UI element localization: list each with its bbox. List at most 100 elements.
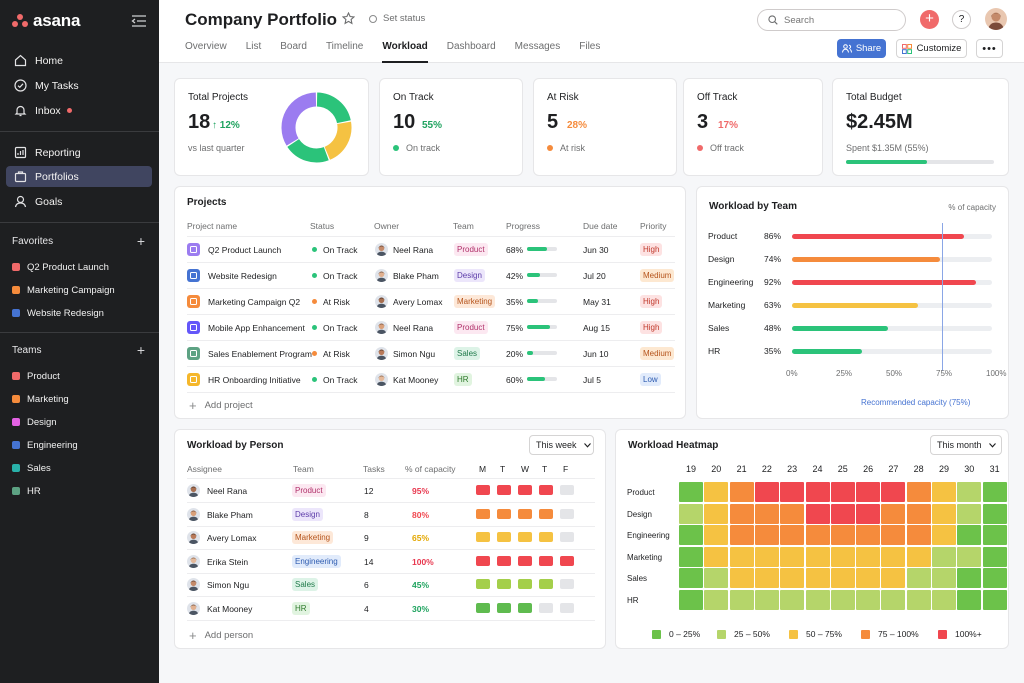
heatmap-cell[interactable]	[932, 546, 956, 567]
customize-button[interactable]: Customize	[896, 39, 967, 58]
heatmap-cell[interactable]	[729, 503, 754, 524]
tab-workload[interactable]: Workload	[382, 41, 428, 63]
create-button[interactable]: +	[920, 10, 939, 29]
heatmap-cell[interactable]	[957, 590, 982, 610]
heatmap-cell[interactable]	[982, 568, 1007, 589]
heatmap-cell[interactable]	[780, 482, 805, 502]
heatmap-cell[interactable]	[881, 590, 906, 610]
add-project-button[interactable]: + Add project	[189, 398, 253, 413]
heatmap-cell[interactable]	[906, 503, 931, 524]
project-name[interactable]: Website Redesign	[208, 271, 277, 281]
heatmap-cell[interactable]	[906, 546, 931, 567]
week-range-dropdown[interactable]: This week	[529, 435, 594, 455]
heatmap-cell[interactable]	[780, 568, 805, 589]
nav-my-tasks[interactable]: My Tasks	[6, 75, 152, 96]
add-person-button[interactable]: + Add person	[189, 628, 253, 643]
heatmap-cell[interactable]	[780, 525, 805, 546]
star-icon[interactable]	[341, 11, 356, 30]
add-favorite-icon[interactable]: +	[136, 233, 145, 249]
heatmap-cell[interactable]	[957, 546, 982, 567]
heatmap-cell[interactable]	[679, 525, 703, 546]
add-team-icon[interactable]: +	[136, 342, 145, 358]
favorite-item[interactable]: Q2 Product Launch	[12, 259, 152, 275]
heatmap-cell[interactable]	[704, 568, 729, 589]
heatmap-cell[interactable]	[729, 525, 754, 546]
heatmap-cell[interactable]	[906, 590, 931, 610]
heatmap-cell[interactable]	[982, 525, 1007, 546]
share-button[interactable]: Share	[837, 39, 886, 58]
person-name[interactable]: Neel Rana	[207, 486, 248, 496]
heatmap-cell[interactable]	[932, 590, 956, 610]
heatmap-cell[interactable]	[805, 525, 830, 546]
heatmap-cell[interactable]	[830, 525, 855, 546]
heatmap-cell[interactable]	[754, 482, 779, 502]
heatmap-cell[interactable]	[754, 590, 779, 610]
person-name[interactable]: Kat Mooney	[207, 603, 253, 614]
heatmap-cell[interactable]	[754, 525, 779, 546]
heatmap-cell[interactable]	[805, 546, 830, 567]
tab-files[interactable]: Files	[579, 41, 601, 52]
team-item[interactable]: Product	[12, 368, 152, 384]
collapse-sidebar-icon[interactable]	[129, 11, 149, 31]
heatmap-cell[interactable]	[982, 590, 1007, 610]
heatmap-cell[interactable]	[679, 568, 703, 589]
heatmap-cell[interactable]	[780, 546, 805, 567]
tab-board[interactable]: Board	[280, 41, 307, 52]
heatmap-cell[interactable]	[881, 525, 906, 546]
heatmap-cell[interactable]	[830, 590, 855, 610]
tab-messages[interactable]: Messages	[514, 41, 561, 52]
logo[interactable]: asana	[12, 11, 149, 31]
team-item[interactable]: HR	[12, 483, 152, 499]
project-name[interactable]: Sales Enablement Program	[208, 349, 312, 359]
heatmap-cell[interactable]	[856, 568, 881, 589]
heatmap-cell[interactable]	[957, 482, 982, 502]
heatmap-cell[interactable]	[830, 482, 855, 502]
tab-dashboard[interactable]: Dashboard	[446, 41, 496, 52]
heatmap-cell[interactable]	[856, 503, 881, 524]
heatmap-cell[interactable]	[780, 590, 805, 610]
person-name[interactable]: Erika Stein	[207, 556, 249, 567]
heatmap-cell[interactable]	[830, 503, 855, 524]
heatmap-cell[interactable]	[704, 525, 729, 546]
heatmap-cell[interactable]	[780, 503, 805, 524]
person-name[interactable]: Simon Ngu	[207, 580, 250, 590]
heatmap-cell[interactable]	[906, 568, 931, 589]
heatmap-cell[interactable]	[957, 525, 982, 546]
heatmap-cell[interactable]	[679, 482, 703, 502]
nav-home[interactable]: Home	[6, 50, 152, 71]
heatmap-cell[interactable]	[982, 503, 1007, 524]
heatmap-cell[interactable]	[704, 546, 729, 567]
heatmap-cell[interactable]	[830, 546, 855, 567]
nav-inbox[interactable]: Inbox	[6, 100, 152, 121]
heatmap-cell[interactable]	[729, 590, 754, 610]
project-name[interactable]: Q2 Product Launch	[208, 245, 282, 255]
nav-goals[interactable]: Goals	[6, 191, 152, 212]
month-range-dropdown[interactable]: This month	[930, 435, 1002, 455]
heatmap-cell[interactable]	[679, 546, 703, 567]
heatmap-cell[interactable]	[679, 590, 703, 610]
heatmap-cell[interactable]	[729, 482, 754, 502]
heatmap-cell[interactable]	[754, 503, 779, 524]
search-input[interactable]	[784, 14, 894, 26]
heatmap-cell[interactable]	[754, 546, 779, 567]
heatmap-cell[interactable]	[805, 482, 830, 502]
nav-reporting[interactable]: Reporting	[6, 142, 152, 163]
heatmap-cell[interactable]	[704, 503, 729, 524]
heatmap-cell[interactable]	[704, 590, 729, 610]
user-avatar[interactable]	[985, 8, 1007, 30]
heatmap-cell[interactable]	[856, 525, 881, 546]
heatmap-cell[interactable]	[881, 503, 906, 524]
heatmap-cell[interactable]	[704, 482, 729, 502]
heatmap-cell[interactable]	[856, 482, 881, 502]
project-name[interactable]: HR Onboarding Initiative	[208, 375, 301, 385]
heatmap-cell[interactable]	[957, 503, 982, 524]
team-item[interactable]: Engineering	[12, 437, 152, 453]
heatmap-cell[interactable]	[856, 590, 881, 610]
favorite-item[interactable]: Website Redesign	[12, 305, 152, 321]
help-button[interactable]: ?	[952, 10, 971, 29]
heatmap-cell[interactable]	[881, 482, 906, 502]
more-options-icon[interactable]: •••	[976, 39, 1003, 58]
heatmap-cell[interactable]	[982, 546, 1007, 567]
team-item[interactable]: Design	[12, 414, 152, 430]
tab-timeline[interactable]: Timeline	[325, 41, 364, 52]
